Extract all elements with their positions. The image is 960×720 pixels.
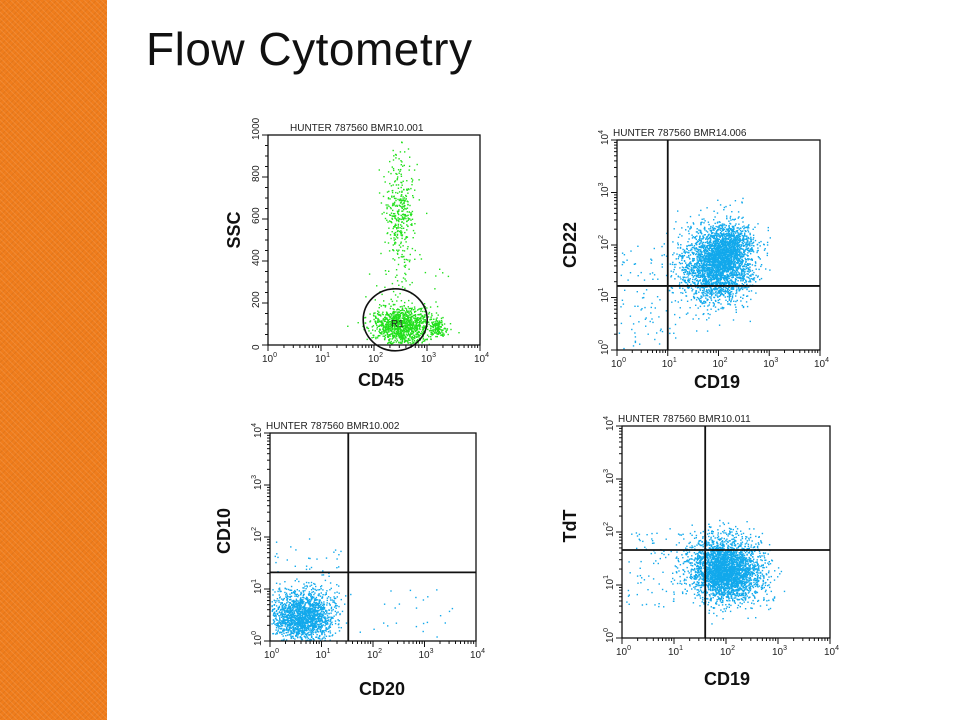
p4-ytick-label: 101 bbox=[603, 575, 616, 590]
p3-events bbox=[271, 538, 454, 642]
orange-side-stripe bbox=[0, 0, 107, 720]
p1-xtick-label: 101 bbox=[315, 352, 330, 365]
p3-xtick-label: 101 bbox=[316, 648, 331, 661]
p1-gate-label: R1 bbox=[391, 319, 404, 330]
p1-ytick-label: 400 bbox=[251, 249, 262, 266]
p4-xtick-label: 101 bbox=[668, 645, 683, 658]
p2-xtick-label: 102 bbox=[713, 357, 728, 370]
p1-ytick-label: 200 bbox=[251, 291, 262, 308]
p2-ytick-label: 103 bbox=[598, 182, 611, 197]
p1-xtick-label: 104 bbox=[474, 352, 489, 365]
p3-quadrant-lines bbox=[270, 433, 476, 641]
p3-ytick-label: 101 bbox=[251, 579, 264, 594]
p3-ytick-label: 102 bbox=[251, 527, 264, 542]
p2-quadrant-lines bbox=[617, 140, 820, 350]
p4-ytick-label: 102 bbox=[603, 522, 616, 537]
p1-gate-r1: R1 bbox=[362, 287, 429, 352]
p3-ytick-label: 100 bbox=[251, 631, 264, 646]
p4-title: HUNTER 787560 BMR10.011 bbox=[618, 414, 751, 425]
p1-plot: HUNTER 787560 BMR10.001 100 101 102 103 104 0 2… bbox=[224, 117, 489, 390]
p2-xlabel: CD19 bbox=[694, 372, 740, 392]
p3-xtick-label: 104 bbox=[470, 648, 485, 661]
p1-ticks bbox=[262, 134, 481, 351]
p4-xtick-label: 102 bbox=[720, 645, 735, 658]
p1-xtick-label: 100 bbox=[262, 352, 277, 365]
p4-xtick-label: 104 bbox=[824, 645, 839, 658]
p3-ticks bbox=[264, 432, 477, 647]
p2-ylabel: CD22 bbox=[560, 222, 580, 268]
p4-ytick-label: 104 bbox=[603, 416, 616, 431]
p1-xtick-label: 102 bbox=[368, 352, 383, 365]
p4-events bbox=[626, 519, 786, 625]
p3-xtick-label: 100 bbox=[264, 648, 279, 661]
p3-title: HUNTER 787560 BMR10.002 bbox=[266, 421, 400, 432]
p2-xtick-label: 101 bbox=[662, 357, 677, 370]
p3-ytick-label: 104 bbox=[251, 423, 264, 438]
p1-ylabel: SSC bbox=[224, 211, 244, 248]
p1-ytick-label: 600 bbox=[251, 207, 262, 224]
p4-ytick-label: 100 bbox=[603, 628, 616, 643]
p3-ylabel: CD10 bbox=[214, 508, 234, 554]
p3-ytick-label: 103 bbox=[251, 475, 264, 490]
p2-xtick-label: 103 bbox=[763, 357, 778, 370]
p4-xtick-label: 100 bbox=[616, 645, 631, 658]
p3-xlabel: CD20 bbox=[359, 679, 405, 699]
p2-plot: HUNTER 787560 BMR14.006 100 101 102 103 104 10… bbox=[560, 128, 829, 392]
p4-plot: HUNTER 787560 BMR10.011 100 101 102 103 104 10… bbox=[560, 414, 839, 689]
p4-frame bbox=[621, 425, 831, 639]
p4-xtick-label: 103 bbox=[772, 645, 787, 658]
p1-xlabel: CD45 bbox=[358, 370, 404, 390]
p4-ylabel: TdT bbox=[560, 510, 580, 543]
p4-ytick-label: 103 bbox=[603, 469, 616, 484]
p2-ytick-label: 104 bbox=[598, 130, 611, 145]
p2-ticks bbox=[611, 139, 821, 356]
p4-ticks bbox=[616, 425, 831, 644]
p3-xtick-label: 102 bbox=[367, 648, 382, 661]
p1-ytick-label: 1000 bbox=[251, 117, 262, 140]
p1-ytick-label: 0 bbox=[251, 344, 262, 350]
p4-quadrant-lines bbox=[622, 426, 830, 638]
p2-events bbox=[618, 197, 771, 350]
p2-ytick-label: 100 bbox=[598, 340, 611, 355]
p3-plot: HUNTER 787560 BMR10.002 100 101 102 103 104 10… bbox=[214, 421, 485, 699]
p2-ytick-label: 102 bbox=[598, 235, 611, 250]
p3-xtick-label: 103 bbox=[419, 648, 434, 661]
p2-xtick-label: 100 bbox=[611, 357, 626, 370]
p1-title: HUNTER 787560 BMR10.001 bbox=[290, 123, 424, 134]
p1-xtick-label: 103 bbox=[421, 352, 436, 365]
p1-ytick-label: 800 bbox=[251, 165, 262, 182]
p2-title: HUNTER 787560 BMR14.006 bbox=[613, 128, 747, 139]
p1-events bbox=[347, 141, 460, 346]
p2-xtick-label: 104 bbox=[814, 357, 829, 370]
p4-xlabel: CD19 bbox=[704, 669, 750, 689]
slide-title: Flow Cytometry bbox=[146, 23, 473, 75]
p2-ytick-label: 101 bbox=[598, 287, 611, 302]
